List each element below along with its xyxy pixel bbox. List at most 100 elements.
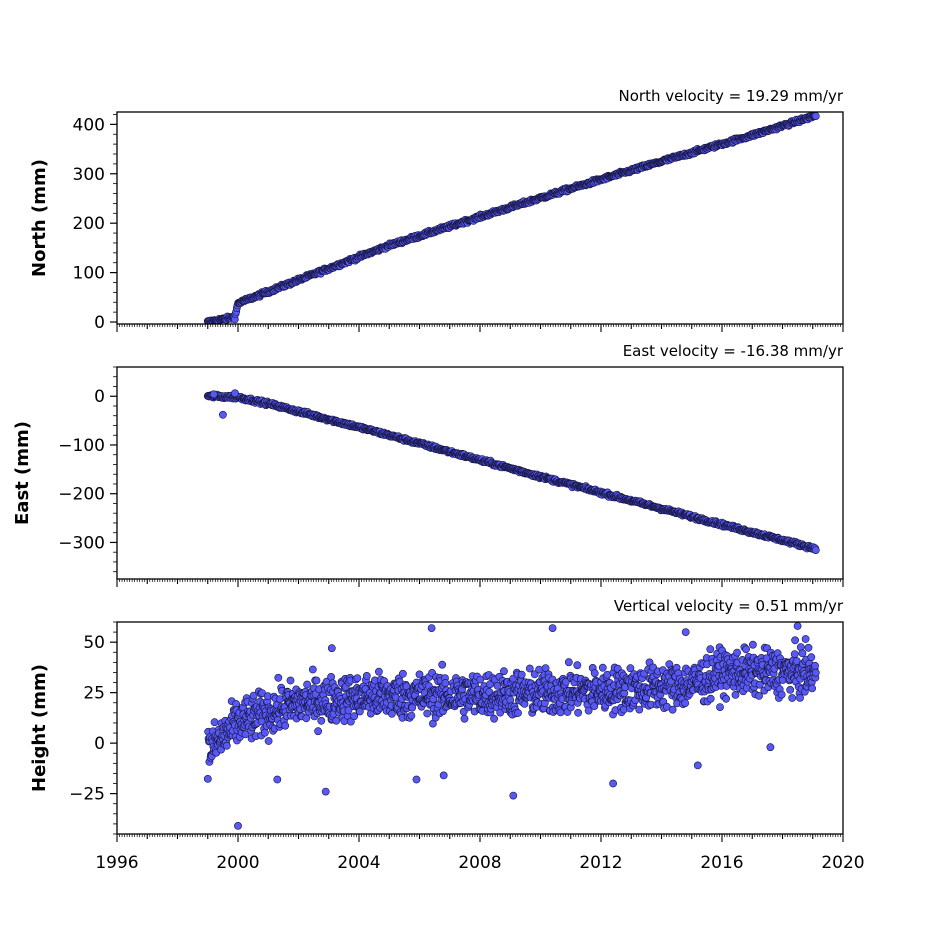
data-point [801, 635, 810, 643]
outlier-point [609, 779, 617, 788]
data-point [535, 665, 543, 674]
y-tick-label: 300 [73, 165, 105, 185]
y-tick-label: −200 [58, 485, 105, 505]
data-point [249, 691, 258, 700]
y-tick-label: −100 [58, 436, 105, 456]
outlier-point [412, 775, 421, 784]
outlier-point [273, 775, 282, 784]
data-point [788, 694, 797, 702]
data-point [755, 692, 763, 700]
outlier-point [439, 771, 448, 780]
data-point [398, 669, 407, 678]
height-axis-label: Height (mm) [29, 664, 50, 792]
data-point [598, 663, 607, 672]
data-point [807, 653, 816, 662]
outlier-point [234, 822, 242, 830]
panel-north: 0 100 200 300 400 North (mm) North velocity = … [29, 87, 844, 333]
data-point [562, 678, 570, 686]
data-point [438, 660, 447, 669]
data-point [574, 708, 582, 717]
data-point [777, 690, 786, 699]
data-point [790, 650, 799, 658]
data-point [755, 680, 764, 689]
outlier-point [509, 791, 518, 800]
east-velocity-title: East velocity = -16.38 mm/yr [623, 342, 844, 360]
data-point [441, 679, 450, 687]
data-point [706, 694, 715, 703]
data-point [353, 674, 362, 682]
data-point [493, 681, 502, 690]
north-axis-label: North (mm) [29, 159, 50, 277]
data-point [804, 643, 813, 652]
x-tick-label: 2020 [821, 853, 864, 873]
outlier-point [427, 624, 436, 632]
outlier-point [766, 743, 775, 752]
data-point [241, 730, 250, 739]
height-velocity-title: Vertical velocity = 0.51 mm/yr [614, 597, 844, 615]
outlier-point [231, 389, 239, 398]
data-point [203, 775, 212, 783]
y-tick-label: 400 [73, 115, 105, 135]
y-tick-label: 200 [73, 214, 105, 234]
outlier-point [327, 644, 336, 653]
y-tick-label: 25 [83, 684, 105, 704]
data-point [706, 645, 715, 654]
y-tick-label: 50 [83, 633, 105, 653]
outlier-point [321, 787, 330, 796]
data-point [808, 684, 816, 693]
height-points [203, 622, 820, 830]
data-point [423, 709, 432, 718]
data-point [303, 680, 311, 689]
data-point [308, 665, 317, 674]
data-point [415, 670, 424, 679]
data-point [668, 705, 677, 714]
y-tick-label: −300 [58, 533, 105, 553]
data-point [350, 712, 359, 721]
x-tick-label: 2000 [216, 853, 259, 873]
data-point [327, 673, 335, 681]
data-point [362, 672, 371, 680]
data-point [317, 716, 326, 725]
y-tick-label: 0 [94, 734, 105, 754]
data-point [811, 668, 820, 677]
data-point [276, 695, 284, 704]
data-point [210, 718, 219, 727]
x-tick-label: 2016 [700, 853, 743, 873]
data-point [260, 728, 269, 737]
data-point [499, 667, 508, 676]
data-point [564, 658, 573, 667]
data-point [314, 727, 322, 736]
north-points [203, 112, 820, 324]
x-tick-label: 2004 [337, 853, 380, 873]
data-point [811, 546, 820, 554]
data-point [264, 737, 273, 745]
x-tick-label: 1996 [95, 853, 138, 873]
data-point [731, 691, 740, 699]
data-point [302, 714, 311, 723]
x-tick-label: 2008 [458, 853, 501, 873]
data-point [274, 673, 283, 682]
data-point [374, 667, 383, 676]
data-point [681, 699, 690, 707]
data-point [716, 703, 724, 711]
data-point [722, 694, 730, 703]
data-point [286, 676, 295, 685]
outlier-point [218, 410, 227, 419]
data-point [811, 112, 820, 120]
data-point [476, 675, 485, 684]
data-point [733, 648, 741, 657]
data-point [786, 686, 795, 694]
data-point [517, 670, 526, 679]
y-tick-label: 100 [73, 264, 105, 284]
data-point [525, 664, 534, 673]
data-point [344, 706, 353, 715]
x-tick-label: 2012 [579, 853, 622, 873]
panel-height: −25 0 25 50 Height (mm) Vertical velocity = 0… [29, 597, 844, 842]
panel-east: −300 −200 −100 0 East (mm) East velocity = -1… [12, 342, 844, 587]
east-axis-label: East (mm) [12, 421, 33, 525]
data-point [626, 664, 635, 673]
data-point [742, 645, 750, 654]
y-tick-label: 0 [94, 387, 105, 407]
y-tick-label: −25 [69, 785, 105, 805]
